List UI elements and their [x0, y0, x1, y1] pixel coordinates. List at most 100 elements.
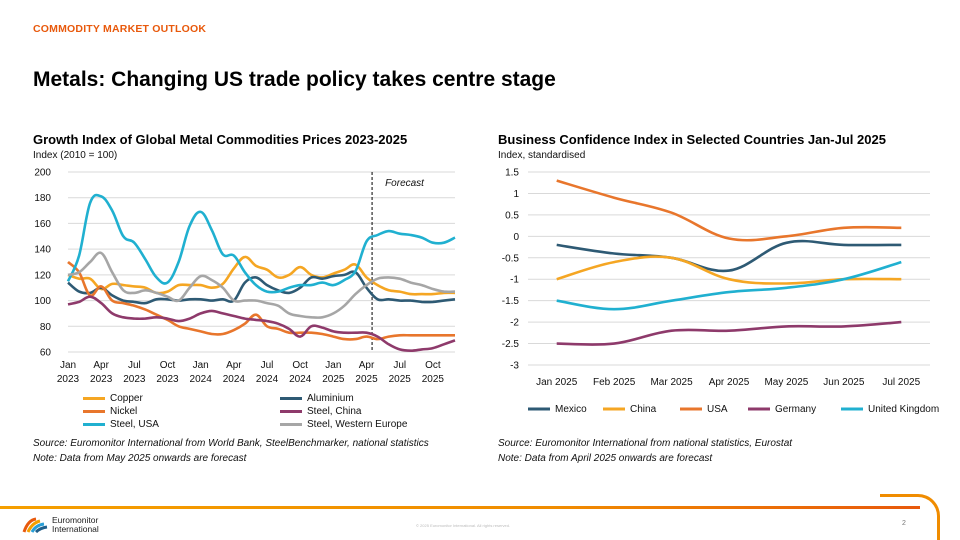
right-y-tick-label: -0.5	[502, 253, 520, 264]
legend-label: United Kingdom	[868, 404, 939, 415]
legend-item-usa: USA	[680, 404, 728, 415]
right-y-tick-label: 1.5	[505, 168, 519, 179]
right-chart-title: Business Confidence Index in Selected Co…	[498, 132, 886, 147]
legend-label: Aluminium	[307, 393, 354, 404]
left-x-tick-month: Jul	[261, 360, 274, 371]
left-x-tick-month: Apr	[226, 360, 242, 371]
left-chart: 60 80 100 120 140 160 180 200 Jan 2023 Apr 2023 Jul 2…	[34, 168, 456, 385]
right-x-tick-label: May 2025	[764, 377, 808, 388]
left-x-tick-year: 2025	[322, 374, 345, 385]
series-line-steel-usa	[66, 193, 456, 294]
legend-swatch	[83, 397, 105, 400]
left-chart-title: Growth Index of Global Metal Commodities…	[33, 132, 408, 147]
series-line-usa	[556, 179, 902, 242]
legend-swatch	[83, 423, 105, 426]
left-y-tick-label: 160	[34, 219, 51, 230]
legend-swatch	[280, 397, 302, 400]
left-x-tick-month: Oct	[425, 360, 441, 371]
footer-rule-curve	[880, 494, 940, 540]
legend-label: Germany	[775, 404, 816, 415]
legend-item-steel-usa: Steel, USA	[83, 419, 159, 430]
page-title: Metals: Changing US trade policy takes c…	[33, 68, 556, 91]
right-x-tick-label: Jul 2025	[882, 377, 920, 388]
section-kicker: COMMODITY MARKET OUTLOOK	[33, 23, 207, 35]
left-x-tick-year: 2025	[422, 374, 445, 385]
left-y-tick-label: 200	[34, 168, 51, 179]
legend-label: Steel, Western Europe	[307, 419, 408, 430]
legend-label: Nickel	[110, 406, 138, 417]
right-y-tick-label: -3	[510, 361, 519, 372]
legend-item-united-kingdom: United Kingdom	[841, 404, 939, 415]
left-x-tick-month: Oct	[292, 360, 308, 371]
left-x-tick-month: Jan	[193, 360, 209, 371]
series-line-mexico	[556, 239, 902, 273]
footer-rule	[0, 506, 920, 509]
left-x-tick-month: Jul	[128, 360, 141, 371]
series-line-copper	[67, 255, 456, 296]
left-y-tick-label: 120	[34, 270, 51, 281]
series-line-united-kingdom	[556, 260, 902, 311]
legend-item-germany: Germany	[748, 404, 816, 415]
right-note-text: Note: Data from April 2025 onwards are f…	[498, 453, 713, 464]
legend-item-steel-western-europe: Steel, Western Europe	[280, 419, 407, 430]
right-chart-subtitle: Index, standardised	[498, 150, 586, 161]
legend-label: Steel, China	[307, 406, 362, 417]
legend-label: USA	[707, 404, 728, 415]
left-x-tick-year: 2023	[156, 374, 179, 385]
legend-label: Steel, USA	[110, 419, 159, 430]
legend-swatch	[280, 410, 302, 413]
series-line-steel-western-europe	[67, 251, 456, 319]
left-note-text: Note: Data from May 2025 onwards are for…	[33, 453, 247, 464]
series-line-aluminium	[67, 270, 456, 305]
left-x-tick-year: 2024	[256, 374, 279, 385]
left-x-tick-year: 2025	[389, 374, 412, 385]
left-y-tick-label: 100	[34, 296, 51, 307]
legend-swatch	[83, 410, 105, 413]
left-x-tick-month: Jul	[393, 360, 406, 371]
right-x-tick-label: Jun 2025	[823, 377, 865, 388]
right-y-tick-label: 1	[513, 189, 519, 200]
right-x-tick-label: Mar 2025	[650, 377, 693, 388]
left-x-tick-month: Jan	[60, 360, 76, 371]
right-x-tick-label: Feb 2025	[593, 377, 636, 388]
left-chart-subtitle: Index (2010 = 100)	[33, 150, 118, 161]
series-line-germany	[556, 320, 902, 346]
left-x-tick-year: 2024	[223, 374, 246, 385]
right-source-text: Source: Euromonitor International from n…	[498, 438, 793, 449]
left-y-tick-label: 80	[40, 322, 52, 333]
left-x-tick-year: 2025	[355, 374, 378, 385]
legend-item-aluminium: Aluminium	[280, 393, 354, 404]
left-x-tick-year: 2023	[57, 374, 80, 385]
right-y-tick-label: -2	[510, 318, 519, 329]
globe-icon	[22, 517, 48, 533]
right-chart: 1.5 1 0.5 0 -0.5 -1 -1.5 -2 -2.5 -3 Jan 2025 Feb 20…	[502, 168, 939, 416]
legend-item-china: China	[603, 404, 657, 415]
legend-item-mexico: Mexico	[528, 404, 587, 415]
left-x-tick-year: 2023	[123, 374, 146, 385]
left-y-tick-label: 180	[34, 193, 51, 204]
logo-text-line2: International	[52, 524, 99, 534]
left-x-tick-month: Apr	[359, 360, 375, 371]
left-chart-source: Source: Euromonitor International from W…	[33, 436, 429, 466]
page-number: 2	[902, 520, 906, 527]
euromonitor-logo: Euromonitor International	[22, 516, 99, 534]
copyright-text: © 2025 Euromonitor International. All ri…	[416, 523, 511, 528]
right-y-tick-label: 0	[513, 232, 519, 243]
left-x-tick-year: 2024	[190, 374, 213, 385]
logo-text-line1: Euromonitor	[52, 515, 99, 525]
right-chart-source: Source: Euromonitor International from n…	[498, 436, 792, 466]
right-x-tick-label: Jan 2025	[536, 377, 578, 388]
legend-label: China	[630, 404, 657, 415]
right-y-tick-label: -2.5	[502, 339, 520, 350]
right-x-tick-label: Apr 2025	[709, 377, 750, 388]
right-y-tick-label: -1	[510, 275, 519, 286]
right-y-tick-label: -1.5	[502, 296, 520, 307]
legend-swatch	[280, 423, 302, 426]
legend-item-nickel: Nickel	[83, 406, 137, 417]
forecast-label: Forecast	[385, 178, 425, 189]
left-x-tick-month: Oct	[160, 360, 176, 371]
left-x-tick-month: Jan	[325, 360, 341, 371]
right-y-tick-label: 0.5	[505, 210, 519, 221]
left-y-tick-label: 60	[40, 348, 52, 359]
left-y-tick-label: 140	[34, 245, 51, 256]
